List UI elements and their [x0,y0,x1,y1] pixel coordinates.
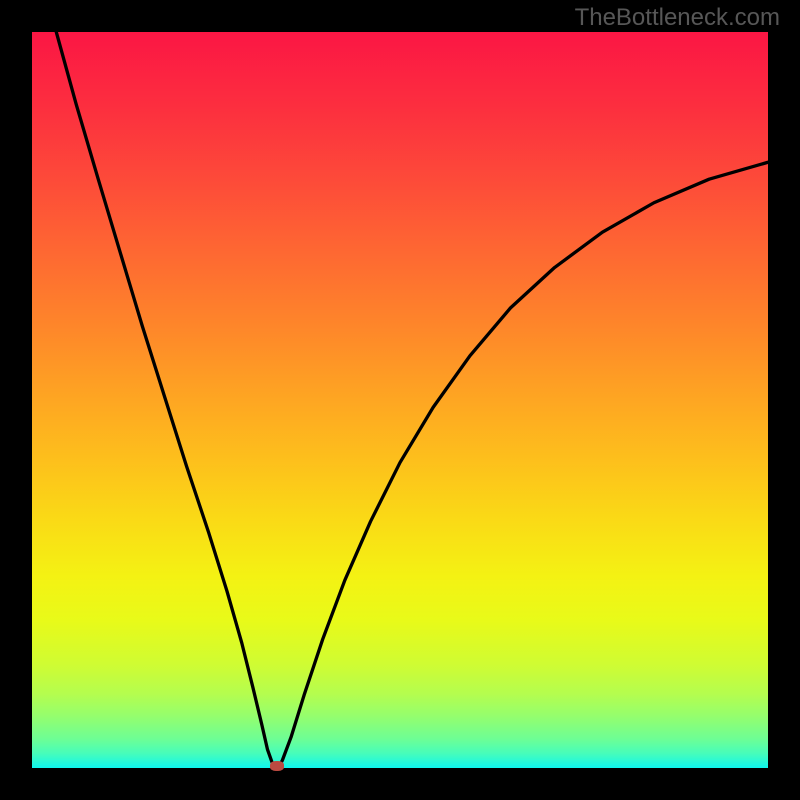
chart-stage: TheBottleneck.com [0,0,800,800]
min-marker [270,761,285,771]
plot-area [32,32,768,768]
curve-svg [32,32,768,768]
watermark-text: TheBottleneck.com [575,4,780,32]
bottleneck-curve [56,32,768,767]
